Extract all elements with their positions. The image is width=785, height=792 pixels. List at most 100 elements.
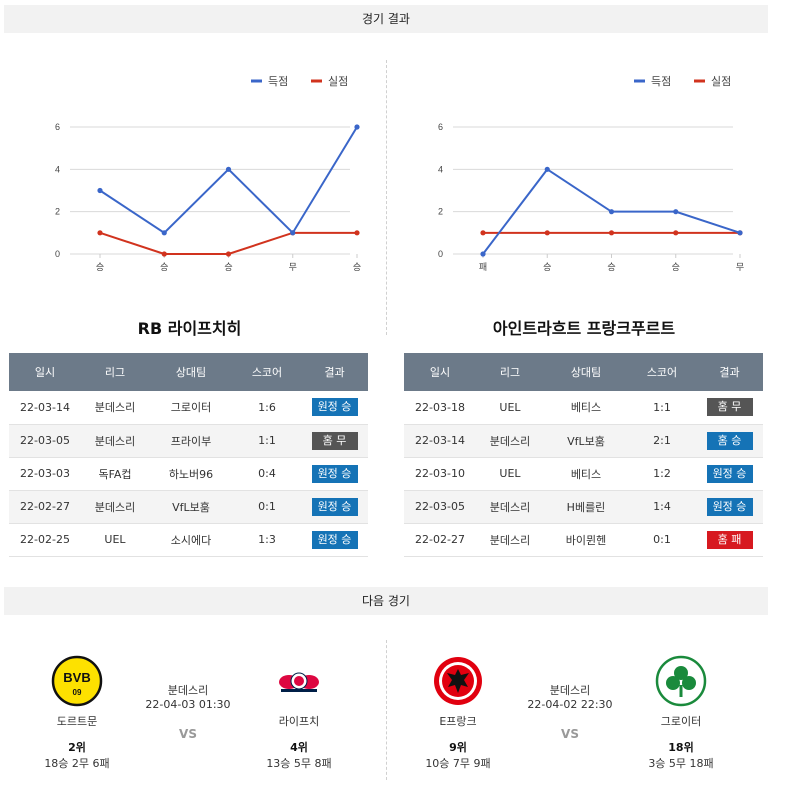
cell-score: 1:6	[233, 391, 301, 425]
result-badge: 원정 승	[706, 464, 753, 483]
y-tick-label: 6	[55, 122, 60, 132]
cell-league: UEL	[476, 457, 544, 491]
home-team[interactable]: E프랑크 9위 10승 7무 9패	[403, 655, 513, 771]
scored-point	[737, 230, 743, 236]
results-table-leipzig: 일시 리그 상대팀 스코어 결과 22-03-14 분데스리 그로이터 1:6 원정 승…	[9, 353, 368, 557]
col-date: 일시	[404, 353, 476, 391]
result-badge: 홈 무	[706, 398, 753, 417]
chart-frankfurt: 득점 실점 0 2 4 6 패 승 승 승 무	[393, 55, 768, 285]
scored-point	[608, 209, 615, 215]
result-badge: 홈 승	[706, 431, 753, 450]
legend-label: 실점	[711, 75, 731, 88]
cell-result: 원정 승	[301, 391, 368, 425]
table-row: 22-02-27 분데스리 VfL보훔 0:1 원정 승	[9, 490, 368, 524]
team-title-leipzig: RB 라이프치히	[137, 319, 242, 338]
table-header-row: 일시 리그 상대팀 스코어 결과	[9, 353, 368, 391]
cell-league: 분데스리	[476, 523, 544, 557]
cell-opponent: VfL보훔	[544, 424, 628, 458]
cell-result: 원정 승	[696, 490, 763, 524]
scored-point	[225, 166, 232, 172]
x-tick-label: 무	[736, 262, 744, 273]
cell-result: 홈 승	[696, 424, 763, 458]
cell-date: 22-03-14	[404, 424, 476, 458]
cell-score: 0:1	[628, 523, 696, 557]
rb-leipzig-logo-icon	[273, 655, 325, 707]
team-name: 라이프치	[278, 715, 320, 728]
table-row: 22-03-18 UEL 베티스 1:1 홈 무	[404, 391, 763, 425]
x-tick-label: 승	[224, 262, 232, 273]
scored-point	[354, 124, 360, 130]
team-name: E프랑크	[439, 715, 477, 728]
scored-point	[673, 209, 679, 215]
cell-league: 독FA컵	[81, 457, 149, 491]
result-badge: 원정 승	[311, 464, 358, 483]
col-opponent: 상대팀	[149, 353, 233, 391]
cell-opponent: H베를린	[544, 490, 628, 524]
match-datetime: 22-04-02 22:30	[527, 698, 613, 711]
col-score: 스코어	[628, 353, 696, 391]
match-datetime: 22-04-03 01:30	[145, 698, 231, 711]
table-row: 22-02-27 분데스리 바이뮌헨 0:1 홈 패	[404, 523, 763, 557]
cell-league: UEL	[476, 391, 544, 425]
scored-point	[97, 187, 103, 194]
away-team[interactable]: 라이프치 4위 13승 5무 8패	[244, 655, 354, 771]
home-team[interactable]: BVB 09 도르트문 2위 18승 2무 6패	[22, 655, 132, 771]
col-opponent: 상대팀	[544, 353, 628, 391]
col-league: 리그	[81, 353, 149, 391]
conceded-point	[161, 251, 167, 257]
cell-result: 원정 승	[696, 457, 763, 491]
cell-score: 1:3	[233, 523, 301, 557]
x-tick-label: 승	[543, 262, 551, 273]
cell-date: 22-03-05	[404, 490, 476, 524]
scored-point	[544, 166, 550, 172]
legend-label: 득점	[268, 75, 288, 88]
bvb-logo-text: BVB	[63, 670, 90, 685]
y-tick-label: 4	[438, 164, 443, 174]
cell-league: 분데스리	[476, 490, 544, 524]
cell-date: 22-03-10	[404, 457, 476, 491]
match-league: 분데스리	[549, 684, 591, 697]
away-team[interactable]: 그로이터 18위 3승 5무 18패	[626, 655, 736, 771]
scored-point	[161, 230, 167, 236]
col-result: 결과	[696, 353, 763, 391]
y-tick-label: 0	[55, 249, 60, 259]
x-tick-label: 패	[479, 262, 487, 273]
cell-opponent: 베티스	[544, 457, 628, 491]
table-row: 22-03-05 분데스리 H베를린 1:4 원정 승	[404, 490, 763, 524]
cell-opponent: VfL보훔	[149, 490, 233, 524]
table-header-row: 일시 리그 상대팀 스코어 결과	[404, 353, 763, 391]
results-table-frankfurt: 일시 리그 상대팀 스코어 결과 22-03-18 UEL 베티스 1:1 홈 무 22-…	[404, 353, 763, 557]
cell-opponent: 바이뮌헨	[544, 523, 628, 557]
cell-date: 22-03-03	[9, 457, 81, 491]
bvb-logo-icon: BVB 09	[51, 655, 103, 707]
series-conceded-line	[99, 231, 357, 255]
y-tick-label: 2	[438, 207, 443, 217]
cell-date: 22-03-14	[9, 391, 81, 425]
vs-label: VS	[561, 727, 579, 741]
results-header: 경기 결과	[4, 5, 768, 33]
x-tick-label: 승	[353, 262, 361, 273]
match-info: 분데스리 22-04-03 01:30 VS	[133, 682, 243, 741]
y-tick-label: 6	[438, 122, 443, 132]
cell-league: 분데스리	[81, 490, 149, 524]
conceded-point	[354, 230, 360, 236]
cell-result: 원정 승	[301, 490, 368, 524]
team-name: 도르트문	[56, 715, 98, 728]
result-badge: 원정 승	[311, 497, 358, 516]
cell-league: 분데스리	[476, 424, 544, 458]
cell-result: 홈 무	[696, 391, 763, 425]
cell-result: 홈 무	[301, 424, 368, 458]
cell-score: 1:1	[628, 391, 696, 425]
x-tick-label: 무	[289, 262, 297, 273]
greuther-fuerth-logo-icon	[655, 655, 707, 707]
result-badge: 홈 무	[311, 431, 358, 450]
col-league: 리그	[476, 353, 544, 391]
cell-date: 22-02-27	[9, 490, 81, 524]
team-record: 10승 7무 9패	[425, 757, 491, 770]
team-record: 18승 2무 6패	[44, 757, 110, 770]
match-league: 분데스리	[167, 684, 209, 697]
match-info: 분데스리 22-04-02 22:30 VS	[515, 682, 625, 741]
chart-leipzig: 득점 실점 0 2 4 6 승 승 승 무 승	[10, 55, 385, 285]
x-tick-label: 승	[607, 262, 615, 273]
next-match-2: E프랑크 9위 10승 7무 9패 분데스리 22-04-02 22:30 VS…	[390, 655, 770, 775]
